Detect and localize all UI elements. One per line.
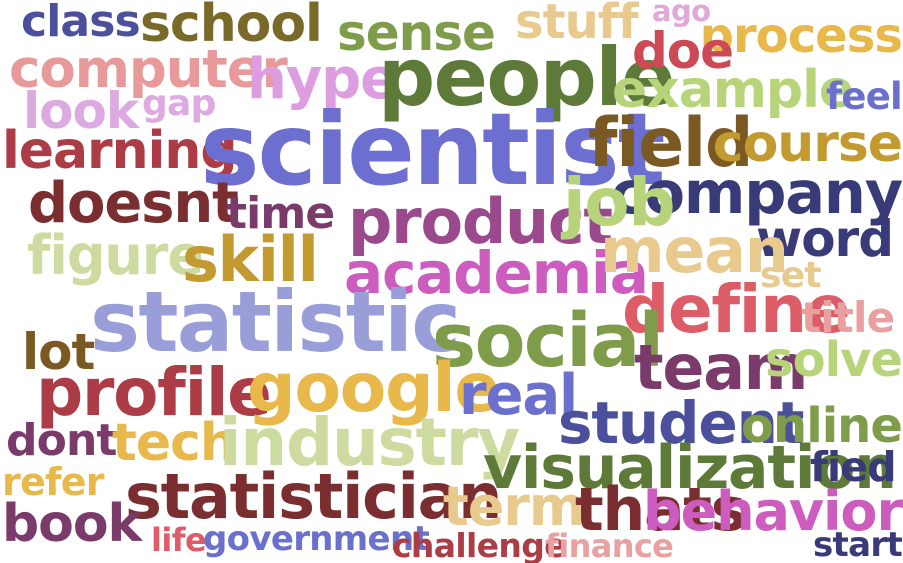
word-time: time — [226, 188, 335, 239]
word-doe: doe — [632, 22, 734, 80]
word-example: example — [612, 60, 854, 120]
word-student: student — [558, 389, 804, 457]
word-doesnt: doesnt — [28, 171, 239, 236]
word-government: government — [203, 519, 430, 559]
word-visualization: visualization — [483, 433, 897, 503]
word-academia: academia — [344, 239, 649, 307]
word-dont: dont — [6, 415, 117, 466]
word-gap: gap — [142, 83, 216, 124]
word-life: life — [151, 521, 207, 559]
word-solve: solve — [764, 332, 903, 388]
word-lot: lot — [22, 323, 95, 381]
word-define: define — [622, 271, 851, 348]
word-word: word — [756, 210, 894, 268]
word-profile: profile — [36, 354, 272, 431]
word-sense: sense — [337, 4, 496, 62]
word-computer: computer — [9, 39, 288, 100]
word-statistic: statistic — [90, 273, 461, 371]
word-hype: hype — [247, 47, 398, 112]
word-behavior: behavior — [643, 480, 903, 543]
word-school: school — [140, 0, 323, 54]
word-stuff: stuff — [515, 0, 639, 50]
word-mean: mean — [600, 214, 789, 287]
word-feel: feel — [825, 75, 903, 118]
word-start: start — [813, 525, 903, 563]
word-industry: industry — [219, 404, 520, 481]
word-people: people — [378, 31, 675, 124]
word-term: term — [443, 475, 585, 538]
word-learning: learning — [2, 121, 238, 181]
word-team: team — [634, 331, 808, 404]
word-skill: skill — [182, 223, 319, 296]
word-google: google — [247, 349, 500, 428]
word-class: class — [21, 0, 141, 47]
word-product: product — [348, 185, 613, 258]
word-fied: fied — [810, 443, 897, 491]
word-refer: refer — [2, 460, 105, 504]
word-social: social — [432, 298, 664, 384]
word-set: set — [760, 255, 822, 296]
word-statistician: statistician — [125, 460, 502, 533]
word-ago: ago — [652, 0, 711, 28]
word-finance: finance — [545, 527, 674, 563]
word-real: real — [459, 363, 578, 428]
word-online: online — [740, 398, 903, 454]
word-field: field — [588, 104, 754, 183]
word-job: job — [563, 164, 676, 241]
word-process: process — [699, 8, 903, 64]
word-challenge: challenge — [392, 526, 567, 563]
word-title: title — [801, 293, 895, 342]
word-thats: thats — [575, 475, 746, 545]
word-book: book — [2, 494, 142, 554]
word-scientist: scientist — [200, 91, 665, 208]
word-figure: figure — [27, 224, 204, 287]
word-company: company — [610, 158, 903, 227]
word-look: look — [23, 82, 139, 140]
word-tech: tech — [112, 413, 237, 473]
word-course: course — [712, 114, 903, 174]
